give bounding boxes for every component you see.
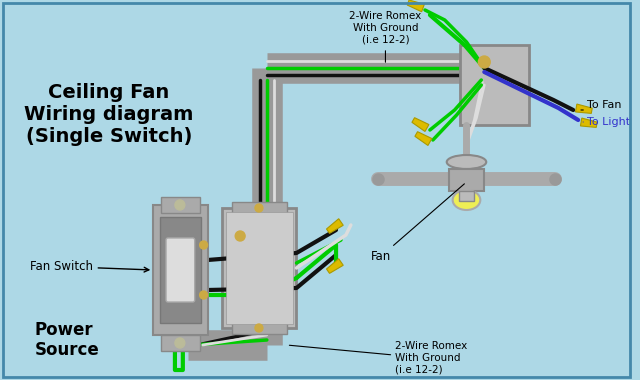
FancyBboxPatch shape	[232, 322, 287, 334]
FancyBboxPatch shape	[161, 197, 200, 213]
Ellipse shape	[447, 155, 486, 169]
Polygon shape	[412, 118, 429, 131]
Ellipse shape	[452, 190, 481, 210]
Text: Fan: Fan	[371, 184, 465, 263]
Polygon shape	[580, 118, 597, 127]
FancyBboxPatch shape	[161, 335, 200, 351]
Polygon shape	[407, 0, 424, 12]
Polygon shape	[326, 219, 343, 233]
Circle shape	[175, 200, 185, 210]
Circle shape	[175, 338, 185, 348]
Circle shape	[255, 204, 263, 212]
FancyBboxPatch shape	[449, 169, 484, 191]
Text: 2-Wire Romex
With Ground
(i.e 12-2): 2-Wire Romex With Ground (i.e 12-2)	[396, 341, 468, 375]
FancyBboxPatch shape	[166, 238, 195, 302]
Text: Power
Source: Power Source	[35, 321, 99, 359]
Text: To Fan: To Fan	[587, 100, 621, 110]
FancyBboxPatch shape	[460, 45, 529, 125]
Circle shape	[236, 231, 245, 241]
Text: 2-Wire Romex
With Ground
(i.e 12-2): 2-Wire Romex With Ground (i.e 12-2)	[349, 11, 422, 44]
Circle shape	[200, 241, 207, 249]
FancyBboxPatch shape	[459, 191, 474, 201]
FancyBboxPatch shape	[153, 205, 207, 335]
Polygon shape	[415, 132, 432, 146]
Circle shape	[478, 56, 490, 68]
Text: To Light: To Light	[587, 117, 630, 127]
FancyBboxPatch shape	[160, 217, 200, 323]
FancyBboxPatch shape	[232, 202, 287, 214]
FancyBboxPatch shape	[227, 212, 292, 324]
Circle shape	[255, 324, 263, 332]
Text: Fan Switch: Fan Switch	[29, 260, 149, 273]
Polygon shape	[575, 104, 592, 113]
Polygon shape	[326, 259, 343, 273]
FancyBboxPatch shape	[222, 208, 296, 328]
Text: Ceiling Fan
Wiring diagram
(Single Switch): Ceiling Fan Wiring diagram (Single Switc…	[24, 84, 193, 147]
Circle shape	[200, 291, 207, 299]
